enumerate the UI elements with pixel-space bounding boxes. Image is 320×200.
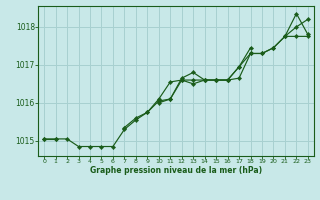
- X-axis label: Graphe pression niveau de la mer (hPa): Graphe pression niveau de la mer (hPa): [90, 166, 262, 175]
